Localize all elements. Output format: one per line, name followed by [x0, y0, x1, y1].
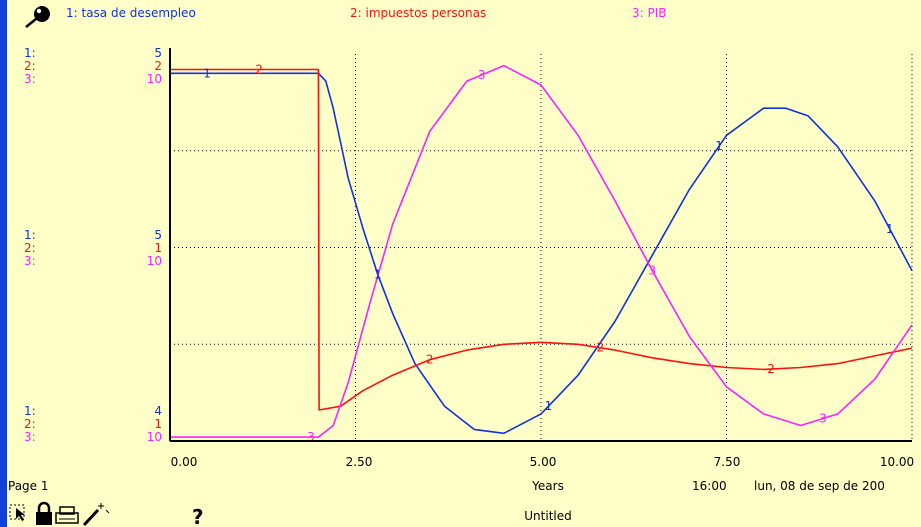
- series-lines: [170, 64, 913, 438]
- select-tool-icon[interactable]: [9, 504, 25, 521]
- scale-top-value-3: 10: [147, 72, 162, 86]
- series-3-marker: 3: [819, 412, 827, 426]
- series-1-marker: 1: [715, 139, 723, 153]
- document-title: Untitled: [524, 509, 571, 523]
- series-1-marker: 1: [374, 268, 382, 282]
- scale-bottom-value-1: 4: [154, 404, 162, 418]
- x-axis-label: Years: [531, 479, 564, 493]
- help-button[interactable]: ?: [192, 505, 204, 527]
- x-tick-label-1: 2.50: [346, 455, 373, 469]
- page-label: Page 1: [8, 479, 49, 493]
- scale-middle-row-1: 1:: [24, 228, 36, 242]
- magic-wand-icon[interactable]: [82, 503, 110, 527]
- series-1-marker: 1: [203, 66, 211, 80]
- gridlines: [170, 54, 913, 441]
- series-line-3: [170, 64, 913, 438]
- legend-series-1: 1: tasa de desempleo: [66, 6, 196, 20]
- window-frame-left: [0, 0, 7, 527]
- x-tick-label-2: 5.00: [530, 455, 557, 469]
- scale-middle-row-3: 3:: [24, 254, 36, 268]
- scale-bottom-value-2: 1: [154, 417, 162, 431]
- time-label: 16:00: [692, 479, 727, 493]
- series-2-marker: 2: [597, 341, 605, 355]
- lock-icon[interactable]: [36, 501, 52, 525]
- scale-bottom-row-1: 1:: [24, 404, 36, 418]
- scale-top-value-2: 2: [154, 59, 162, 73]
- x-tick-labels: 0.00 2.50 5.00 7.50 10.00: [171, 455, 915, 469]
- scale-top: 1: 2: 3: 5 2 10: [24, 46, 162, 86]
- series-2-marker: 2: [255, 62, 263, 76]
- series-markers: 1 1 1 1 1 2 2 2 2 3 3 3 3: [203, 62, 893, 444]
- series-1-marker: 1: [545, 399, 553, 413]
- series-2-marker: 2: [426, 353, 434, 367]
- scale-top-row-3: 3:: [24, 72, 36, 86]
- x-tick-label-0: 0.00: [171, 455, 198, 469]
- scale-bottom: 1: 2: 3: 4 1 10: [24, 404, 162, 444]
- series-3-marker: 3: [478, 68, 486, 82]
- x-tick-label-4: 10.00: [880, 455, 914, 469]
- x-tick-label-3: 7.50: [714, 455, 741, 469]
- series-line-2: [170, 68, 913, 411]
- series-2-marker: 2: [767, 362, 775, 376]
- series-3-marker: 3: [648, 264, 656, 278]
- date-label: lun, 08 de sep de 200: [754, 479, 885, 493]
- scale-middle: 1: 2: 3: 5 1 10: [24, 228, 162, 268]
- scale-top-row-1: 1:: [24, 46, 36, 60]
- scale-bottom-value-3: 10: [147, 430, 162, 444]
- scale-top-row-2: 2:: [24, 59, 36, 73]
- scale-middle-value-3: 10: [147, 254, 162, 268]
- series-line-1: [170, 72, 913, 435]
- scale-middle-row-2: 2:: [24, 241, 36, 255]
- scale-bottom-row-2: 2:: [24, 417, 36, 431]
- series-3-marker: 3: [307, 430, 315, 444]
- scale-middle-value-1: 5: [154, 228, 162, 242]
- scale-middle-value-2: 1: [154, 241, 162, 255]
- series-1-marker: 1: [886, 222, 894, 236]
- pin-icon[interactable]: [25, 6, 50, 28]
- scale-top-value-1: 5: [154, 46, 162, 60]
- print-icon[interactable]: [55, 506, 79, 524]
- legend-series-2: 2: impuestos personas: [350, 6, 486, 20]
- legend-series-3: 3: PIB: [632, 6, 667, 20]
- scale-bottom-row-3: 3:: [24, 430, 36, 444]
